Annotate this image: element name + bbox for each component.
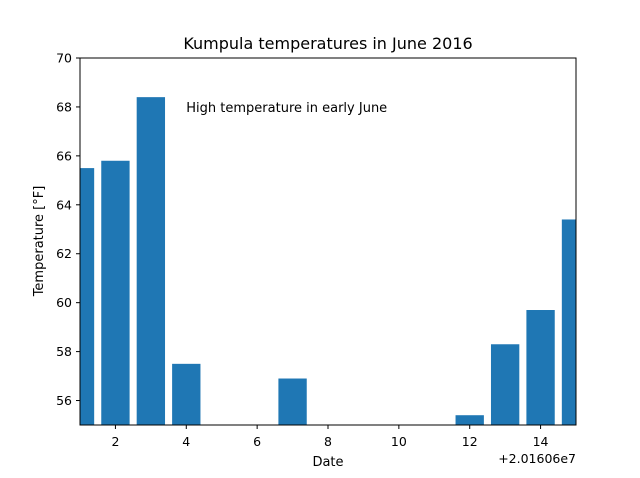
x-axis-ticks: 2 4 6 8 10 12 14 [111,425,549,449]
x-axis-label: Date [312,455,343,470]
x-tick-label: 6 [253,434,261,449]
bar-14 [526,310,555,425]
y-tick-label: 62 [56,246,72,261]
y-axis-ticks: 56 58 60 62 64 66 68 70 [56,51,80,408]
bars-group [80,97,576,425]
y-tick-label: 68 [56,99,72,114]
bar-13 [490,344,520,425]
bar-4 [172,363,201,425]
x-tick-label: 14 [533,434,549,449]
bar-2 [101,160,130,425]
y-axis-label: Temperature [°F] [32,186,47,298]
x-tick-label: 2 [111,434,119,449]
y-tick-label: 70 [56,51,72,66]
y-tick-label: 56 [56,393,72,408]
x-tick-label: 10 [391,434,407,449]
bar-3 [136,97,166,425]
y-tick-label: 66 [56,148,72,163]
bar-12 [455,415,484,425]
x-tick-label: 8 [324,434,332,449]
chart-annotation: High temperature in early June [186,101,387,116]
y-tick-label: 58 [56,344,72,359]
x-axis-offset-label: +2.01606e7 [498,451,576,466]
y-tick-label: 60 [56,295,72,310]
x-tick-label: 12 [462,434,478,449]
bar-7 [278,378,307,425]
bar-15 [561,219,576,425]
bar-1 [80,168,95,425]
x-tick-label: 4 [182,434,190,449]
y-tick-label: 64 [56,197,72,212]
chart-title: Kumpula temperatures in June 2016 [183,34,472,53]
